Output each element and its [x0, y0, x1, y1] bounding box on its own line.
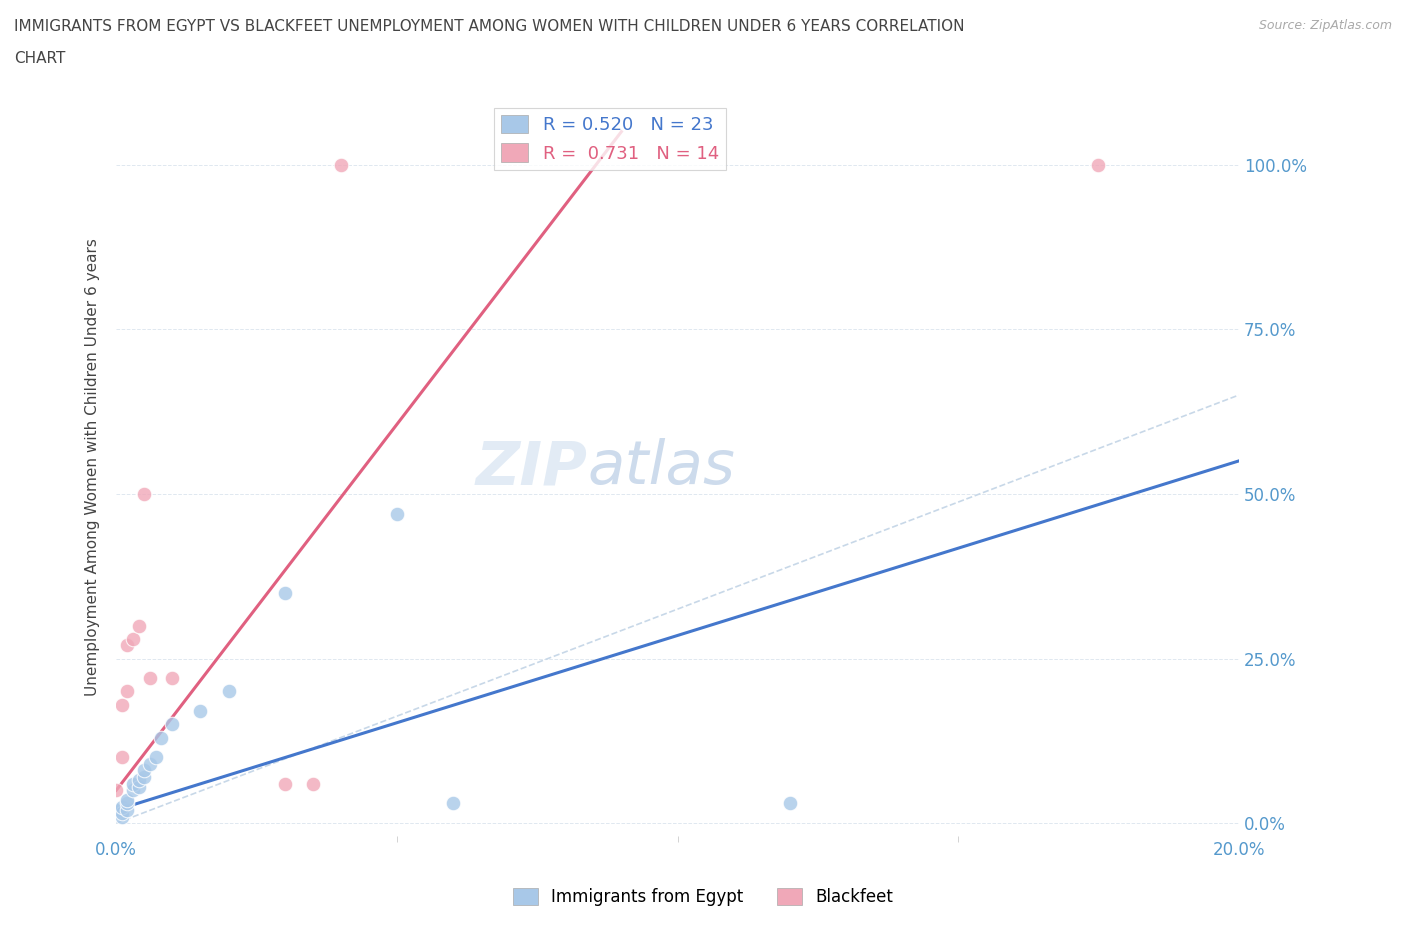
- Point: [162, 717, 184, 732]
- Point: [218, 684, 240, 698]
- Point: [128, 773, 150, 788]
- Point: [128, 779, 150, 794]
- Point: [117, 684, 139, 698]
- Point: [134, 770, 156, 785]
- Text: CHART: CHART: [14, 51, 66, 66]
- Legend: R = 0.520   N = 23, R =  0.731   N = 14: R = 0.520 N = 23, R = 0.731 N = 14: [494, 108, 727, 170]
- Point: [385, 506, 408, 521]
- Point: [1087, 157, 1109, 172]
- Text: IMMIGRANTS FROM EGYPT VS BLACKFEET UNEMPLOYMENT AMONG WOMEN WITH CHILDREN UNDER : IMMIGRANTS FROM EGYPT VS BLACKFEET UNEMP…: [14, 19, 965, 33]
- Point: [117, 796, 139, 811]
- Point: [105, 803, 128, 817]
- Point: [779, 796, 801, 811]
- Point: [122, 783, 145, 798]
- Point: [111, 806, 134, 821]
- Legend: Immigrants from Egypt, Blackfeet: Immigrants from Egypt, Blackfeet: [506, 881, 900, 912]
- Point: [111, 750, 134, 764]
- Point: [111, 809, 134, 824]
- Point: [134, 486, 156, 501]
- Point: [139, 671, 162, 685]
- Point: [111, 698, 134, 712]
- Point: [111, 799, 134, 814]
- Point: [329, 157, 352, 172]
- Text: Source: ZipAtlas.com: Source: ZipAtlas.com: [1258, 19, 1392, 32]
- Point: [117, 803, 139, 817]
- Point: [117, 792, 139, 807]
- Point: [273, 777, 295, 791]
- Point: [139, 756, 162, 771]
- Point: [122, 777, 145, 791]
- Point: [122, 631, 145, 646]
- Point: [162, 671, 184, 685]
- Point: [441, 796, 464, 811]
- Text: atlas: atlas: [588, 438, 735, 497]
- Point: [190, 704, 212, 719]
- Point: [128, 618, 150, 633]
- Point: [273, 585, 295, 600]
- Point: [150, 730, 173, 745]
- Y-axis label: Unemployment Among Women with Children Under 6 years: Unemployment Among Women with Children U…: [86, 239, 100, 697]
- Point: [134, 763, 156, 777]
- Text: ZIP: ZIP: [475, 438, 588, 497]
- Point: [117, 638, 139, 653]
- Point: [145, 750, 167, 764]
- Point: [301, 777, 323, 791]
- Point: [105, 783, 128, 798]
